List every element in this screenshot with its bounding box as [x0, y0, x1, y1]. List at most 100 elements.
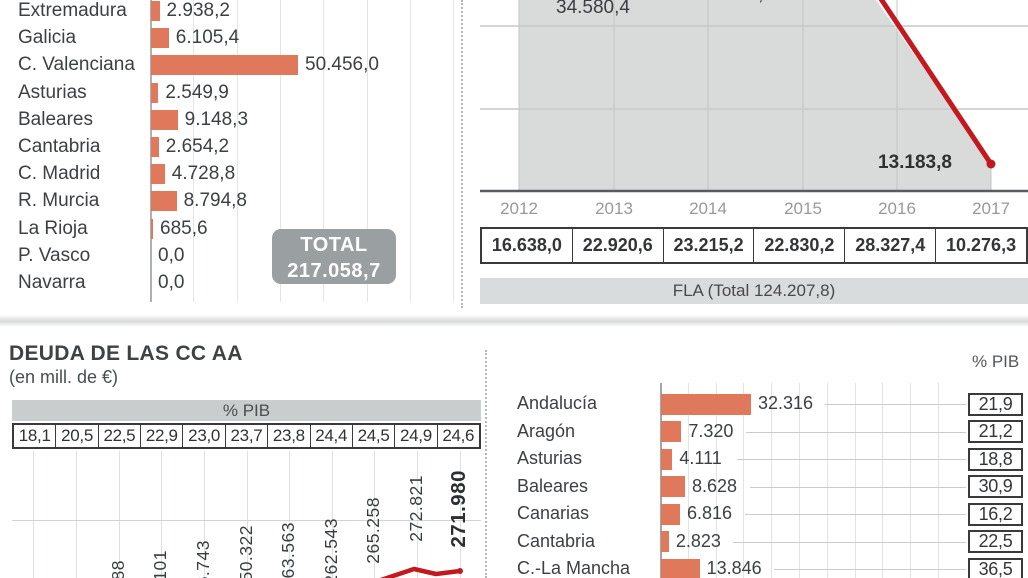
region-bar	[151, 109, 178, 130]
tl-gridline-3	[323, 0, 324, 302]
leader-line	[744, 514, 966, 515]
fla-table-cell: 28.327,4	[844, 229, 935, 262]
line-endpoint-dot	[986, 159, 996, 169]
bl-gridline-0	[33, 451, 35, 578]
pib-box: 22,5	[968, 530, 1023, 553]
tl-gridline-6	[453, 0, 454, 302]
region-label: Cantabria	[517, 530, 596, 551]
pib-box: 16,2	[968, 502, 1023, 526]
region-value: 7.320	[688, 420, 734, 441]
br-gridline-7	[854, 383, 856, 578]
region-value: 0,0	[158, 244, 185, 266]
leader-line	[773, 569, 966, 570]
bl-gridline-5	[246, 451, 248, 578]
year-label-2012: 2012	[500, 199, 538, 218]
bl-gridline-1	[76, 451, 77, 578]
region-value: 4.111	[679, 448, 722, 468]
region-bar	[661, 421, 682, 442]
bl-gridline-6	[289, 451, 291, 578]
year-label-2017: 2017	[972, 199, 1010, 218]
region-bar	[661, 503, 680, 525]
pib-cell-value: 24,4	[309, 425, 352, 447]
pib-cell-value: 20,5	[55, 425, 97, 447]
bl-gridline-3	[161, 451, 163, 578]
pib-column-header: % PIB	[972, 352, 1020, 371]
region-label: Asturias	[517, 448, 583, 468]
v-gridlines	[518, 0, 992, 190]
red-line	[878, 0, 994, 167]
tl-gridline-0	[193, 0, 194, 302]
region-label: Cantabria	[18, 136, 101, 157]
region-bar	[661, 558, 700, 578]
fla-values-table: 16.638,0 22.920,6 23.215,2 22.830,2 28.327,4…	[480, 227, 1028, 264]
label-2017-value: 13.183,8	[878, 152, 952, 173]
region-bar	[151, 191, 177, 212]
region-value: 50.456,0	[305, 54, 379, 76]
tl-gridline-2	[280, 0, 281, 302]
pib-header-bar: % PIB	[12, 400, 481, 421]
fla-table-cell: 16.638,0	[491, 235, 562, 255]
pib-header-label: % PIB	[222, 400, 271, 420]
section-title: DEUDA DE LAS CC AA	[9, 342, 243, 365]
year-label-2014: 2014	[689, 199, 727, 218]
vertical-dotted-divider-top	[461, 0, 463, 308]
leader-line	[749, 486, 966, 488]
region-label: P. Vasco	[18, 244, 91, 266]
debt-evolution-line	[379, 566, 463, 578]
region-value: 8.628	[692, 475, 738, 496]
area-label-clipped: 36.616,3	[700, 0, 774, 6]
region-bar	[151, 28, 169, 49]
region-value: 13.846	[706, 558, 762, 578]
year-label-2016: 2016	[878, 199, 916, 218]
bl-gridline-9	[417, 451, 418, 578]
region-value: 32.316	[758, 393, 814, 413]
tl-gridline-5	[410, 0, 411, 302]
region-label: Baleares	[517, 475, 589, 496]
vertical-dotted-divider-bottom	[485, 350, 487, 578]
fla-table-cell: 22.830,2	[753, 229, 844, 262]
leader-line	[733, 541, 966, 543]
br-gridline-10	[938, 383, 939, 578]
region-bar	[151, 218, 153, 239]
bl-gridline-2	[118, 451, 120, 578]
fla-table-cell: 10.276,3	[935, 229, 1026, 262]
pib-box: 21,9	[968, 392, 1023, 416]
bl-h-gridline	[12, 520, 481, 521]
br-gridline-3	[743, 383, 745, 578]
pib-cell-value: 23,0	[182, 425, 224, 447]
pib-cell-value: 24,5	[351, 425, 394, 447]
leader-line	[825, 404, 966, 405]
region-value: 4.728,8	[171, 163, 236, 185]
pib-cell-value: 24,6	[436, 425, 479, 447]
region-value: 2.938,2	[166, 0, 230, 21]
region-value: 6.816	[687, 503, 733, 523]
region-label: Extremadura	[18, 0, 127, 21]
fla-footer-text: FLA (Total 124.207,8)	[672, 281, 836, 300]
pib-box: 30,9	[968, 475, 1023, 498]
region-bar	[151, 55, 298, 76]
region-label: C.-La Mancha	[517, 558, 631, 578]
total-label: TOTAL	[300, 234, 368, 256]
pib-box: 18,8	[968, 447, 1023, 471]
br-gridline-6	[826, 383, 828, 578]
region-label: Baleares	[18, 108, 93, 130]
area-fill	[519, 0, 991, 191]
region-value: 0,0	[158, 272, 185, 293]
area-label-left: 34.580,4	[556, 0, 630, 18]
leader-line	[736, 459, 966, 460]
region-value: 2.654,2	[165, 136, 230, 157]
pib-cell-value: 22,9	[140, 425, 182, 447]
pib-values-row: 18,1 20,5 22,5 22,9 23,0 23,7 23,8 24,4 24,5 24,9…	[12, 423, 481, 449]
line-tip-dot	[457, 568, 463, 574]
br-gridline-1	[687, 383, 689, 578]
year-label-2013: 2013	[595, 199, 633, 218]
region-bar	[151, 137, 159, 157]
section-subtitle: (en mill. de €)	[9, 367, 119, 387]
region-label: Navarra	[18, 272, 86, 293]
region-label: Andalucía	[517, 393, 598, 413]
region-value: 2.823	[675, 530, 721, 551]
bl-gridline-8	[374, 451, 376, 578]
br-gridline-4	[771, 383, 773, 578]
region-bar	[661, 448, 673, 470]
